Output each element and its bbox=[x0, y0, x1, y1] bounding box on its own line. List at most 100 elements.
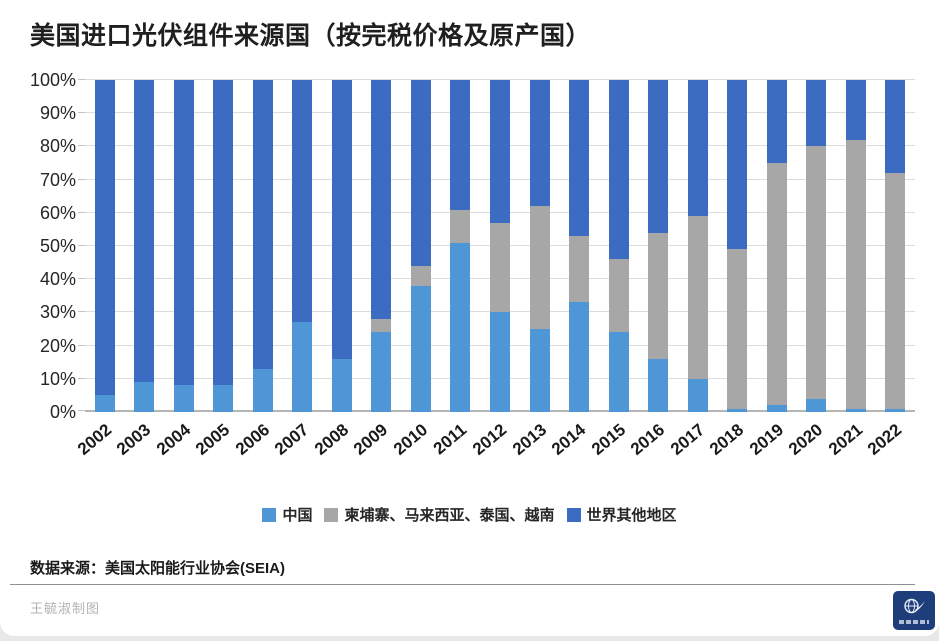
bar-segment-se-asia-4-2015 bbox=[608, 259, 629, 333]
bar-segment-rest-of-world-2003 bbox=[134, 80, 155, 383]
bar-2004 bbox=[173, 80, 194, 412]
y-axis-tick bbox=[78, 377, 85, 379]
bar-segment-se-asia-4-2019 bbox=[766, 163, 787, 406]
bar-segment-rest-of-world-2015 bbox=[608, 80, 629, 260]
bar-segment-rest-of-world-2005 bbox=[213, 80, 234, 386]
bar-2018 bbox=[727, 80, 748, 412]
bar-2007 bbox=[292, 80, 313, 412]
bar-2012 bbox=[490, 80, 510, 412]
legend-item-china: 中国 bbox=[262, 504, 312, 525]
bar-segment-china-2004 bbox=[173, 385, 194, 412]
bar-segment-china-2009 bbox=[371, 332, 392, 412]
bar-segment-china-2011 bbox=[450, 242, 471, 412]
bar-segment-se-asia-4-2021 bbox=[845, 139, 866, 409]
bar-segment-china-2013 bbox=[529, 329, 550, 412]
y-axis-tick bbox=[78, 245, 85, 246]
legend-item-rest-of-world: 世界其他地区 bbox=[566, 504, 677, 525]
bar-segment-se-asia-4-2010 bbox=[410, 265, 431, 286]
y-axis-tick-label: 20% bbox=[39, 335, 76, 356]
bar-segment-rest-of-world-2020 bbox=[806, 80, 827, 147]
bar-segment-rest-of-world-2007 bbox=[292, 80, 313, 323]
bar-2009 bbox=[371, 80, 392, 412]
bar-segment-china-2015 bbox=[608, 332, 629, 412]
y-axis-tick bbox=[78, 178, 85, 180]
bar-segment-china-2005 bbox=[213, 385, 234, 412]
bar-segment-china-2007 bbox=[292, 322, 313, 412]
bar-segment-rest-of-world-2008 bbox=[331, 80, 352, 359]
bar-2021 bbox=[845, 80, 866, 412]
legend-label: 世界其他地区 bbox=[586, 507, 677, 524]
bar-2020 bbox=[806, 80, 827, 412]
bar-segment-rest-of-world-2019 bbox=[766, 80, 787, 164]
y-axis-tick bbox=[78, 112, 85, 114]
publisher-logo bbox=[893, 591, 935, 630]
y-axis-tick-label: 100% bbox=[29, 70, 76, 90]
y-axis-tick-label: 40% bbox=[39, 269, 76, 290]
bar-2022 bbox=[885, 80, 906, 412]
data-source-text: 数据来源：美国太阳能行业协会(SEIA) bbox=[30, 560, 286, 577]
bar-segment-rest-of-world-2018 bbox=[727, 80, 748, 250]
bar-segment-china-2017 bbox=[687, 378, 708, 412]
y-axis-tick-label: 80% bbox=[39, 136, 76, 157]
y-axis-tick-label: 60% bbox=[39, 202, 76, 223]
bar-segment-china-2016 bbox=[648, 358, 669, 412]
bar-segment-rest-of-world-2017 bbox=[687, 80, 708, 217]
bar-2002 bbox=[94, 80, 115, 412]
legend-swatch-rest-of-world bbox=[566, 507, 581, 522]
legend-swatch-se-asia-4 bbox=[324, 507, 339, 522]
y-axis-tick-label: 50% bbox=[39, 236, 76, 256]
bar-segment-rest-of-world-2002 bbox=[94, 80, 115, 396]
y-axis-tick bbox=[78, 311, 85, 313]
bar-2013 bbox=[529, 80, 550, 412]
bar-segment-se-asia-4-2016 bbox=[648, 232, 669, 359]
bar-2005 bbox=[213, 80, 234, 412]
bar-2003 bbox=[134, 80, 155, 412]
y-axis-tick bbox=[78, 211, 85, 213]
bar-segment-rest-of-world-2009 bbox=[371, 80, 392, 320]
bar-segment-china-2018 bbox=[727, 408, 748, 412]
bar-segment-china-2020 bbox=[806, 398, 827, 412]
bar-segment-china-2019 bbox=[766, 405, 787, 412]
logo-caption-marks bbox=[899, 620, 929, 624]
bar-segment-rest-of-world-2011 bbox=[450, 80, 471, 210]
bar-segment-rest-of-world-2012 bbox=[490, 80, 510, 223]
bar-2016 bbox=[648, 80, 669, 412]
legend-label: 柬埔寨、马来西亚、泰国、越南 bbox=[344, 507, 555, 524]
bar-segment-se-asia-4-2011 bbox=[450, 209, 471, 243]
globe-icon bbox=[904, 598, 925, 614]
bar-segment-rest-of-world-2014 bbox=[569, 80, 590, 237]
chart-title: 美国进口光伏组件来源国（按完税价格及原产国） bbox=[30, 22, 592, 50]
legend-item-se-asia-4: 柬埔寨、马来西亚、泰国、越南 bbox=[324, 504, 555, 525]
legend-label: 中国 bbox=[282, 507, 313, 524]
y-axis-tick-label: 10% bbox=[39, 368, 76, 389]
bar-segment-china-2012 bbox=[490, 312, 510, 412]
bar-segment-se-asia-4-2017 bbox=[687, 216, 708, 379]
bar-segment-china-2014 bbox=[569, 302, 590, 412]
bar-segment-se-asia-4-2009 bbox=[371, 319, 392, 333]
bar-segment-china-2006 bbox=[252, 368, 273, 412]
y-axis-tick-label: 0% bbox=[49, 402, 76, 422]
bar-2008 bbox=[331, 80, 352, 412]
credit-text: 王毓淑制图 bbox=[30, 601, 101, 616]
bar-segment-rest-of-world-2013 bbox=[529, 80, 550, 207]
bar-segment-rest-of-world-2016 bbox=[648, 80, 669, 233]
gridline bbox=[78, 79, 915, 80]
bar-segment-se-asia-4-2020 bbox=[806, 146, 827, 399]
bar-segment-se-asia-4-2022 bbox=[885, 172, 906, 409]
bar-segment-china-2008 bbox=[331, 358, 352, 412]
bar-2006 bbox=[252, 80, 273, 412]
legend: 中国 柬埔寨、马来西亚、泰国、越南 世界其他地区 bbox=[0, 504, 939, 525]
bar-segment-china-2021 bbox=[845, 408, 866, 412]
bar-segment-china-2022 bbox=[885, 408, 906, 412]
bar-segment-se-asia-4-2013 bbox=[529, 206, 550, 329]
bar-segment-china-2010 bbox=[410, 285, 431, 412]
divider-line bbox=[10, 584, 915, 585]
bar-2014 bbox=[569, 80, 590, 412]
bar-segment-se-asia-4-2014 bbox=[569, 236, 590, 303]
bar-2010 bbox=[410, 80, 431, 412]
bar-2015 bbox=[608, 80, 629, 412]
bar-segment-rest-of-world-2006 bbox=[252, 80, 273, 369]
bar-segment-rest-of-world-2022 bbox=[885, 80, 906, 173]
y-axis-tick-label: 70% bbox=[39, 169, 76, 190]
